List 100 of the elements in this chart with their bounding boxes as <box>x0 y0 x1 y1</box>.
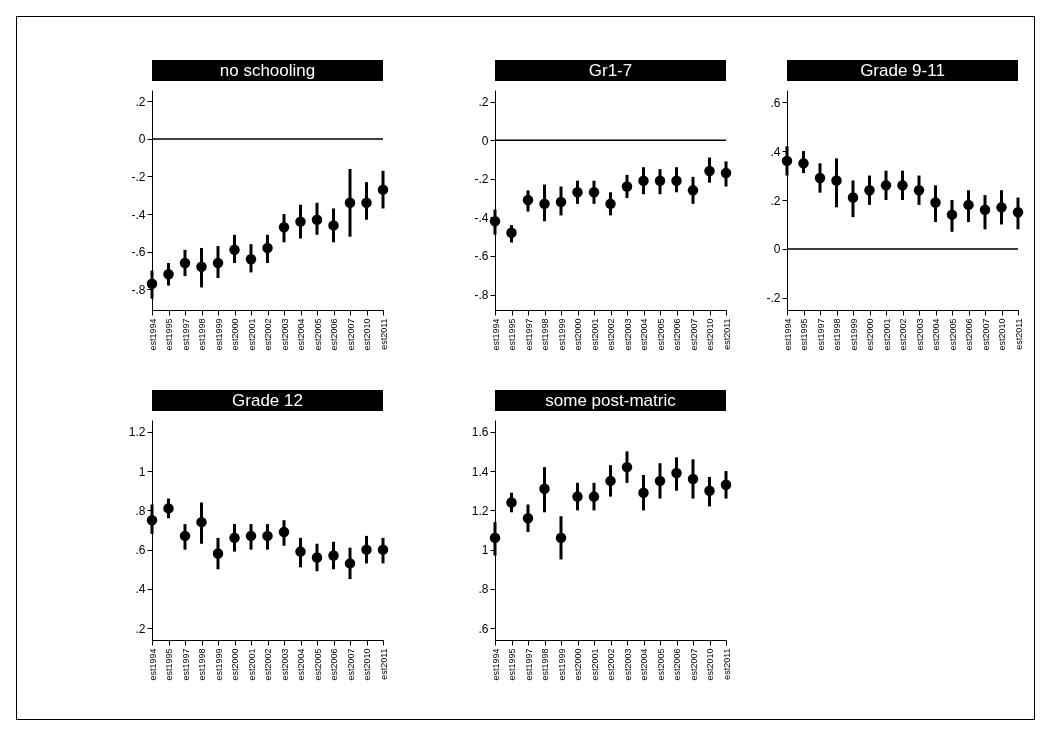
point <box>555 196 567 208</box>
x-tick-label: est2011 <box>721 648 732 680</box>
x-tick-label: est2007 <box>688 318 699 351</box>
point <box>196 516 207 528</box>
x-tick-label: est2000 <box>865 318 875 351</box>
point <box>262 242 273 254</box>
point <box>654 175 666 186</box>
x-tick-label: est1994 <box>782 318 793 351</box>
x-tick-label: est1998 <box>197 318 207 351</box>
chart-title: no schooling <box>152 60 383 81</box>
point <box>996 202 1007 213</box>
x-tick-label: est2001 <box>881 318 892 351</box>
point <box>146 514 158 526</box>
x-tick-label: est2010 <box>705 318 715 351</box>
point <box>671 467 682 479</box>
x-tick-label: est2000 <box>230 648 240 681</box>
point <box>588 491 600 502</box>
y-tick-label: -.6 <box>474 249 489 264</box>
point <box>506 497 517 508</box>
point <box>295 546 306 557</box>
x-tick-label: est1994 <box>490 318 501 351</box>
point <box>720 167 732 179</box>
x-tick-label: est2004 <box>296 318 306 351</box>
point <box>588 187 600 198</box>
x-tick-label: est1995 <box>507 648 517 681</box>
x-tick-label: est2011 <box>1013 318 1024 350</box>
x-tick-label: est2011 <box>378 648 389 680</box>
y-tick-label: 1 <box>138 464 146 479</box>
y-tick-label: .2 <box>770 193 781 208</box>
point <box>212 548 224 559</box>
y-tick-label: -.2 <box>131 170 146 184</box>
point <box>278 222 290 233</box>
point <box>262 530 273 542</box>
y-tick-label: 1.4 <box>471 464 489 479</box>
point <box>522 512 534 524</box>
point <box>522 194 534 206</box>
x-tick-label: est2010 <box>705 648 715 681</box>
y-tick-label: .4 <box>135 582 146 597</box>
x-tick-label: est2011 <box>721 318 732 350</box>
point <box>831 175 842 186</box>
x-tick-label: est2000 <box>230 318 240 351</box>
point <box>572 187 583 198</box>
point <box>179 530 191 542</box>
x-tick-label: est2007 <box>980 318 991 351</box>
y-tick-label: -.8 <box>474 288 489 303</box>
x-tick-label: est2007 <box>345 318 356 351</box>
x-tick-label: est2006 <box>964 318 974 351</box>
x-tick-label: est2005 <box>655 318 666 351</box>
y-tick-label: .2 <box>135 621 146 636</box>
y-tick-label: 1 <box>481 543 489 558</box>
point <box>781 155 793 167</box>
y-tick-label: -.8 <box>131 282 146 297</box>
point <box>344 558 356 569</box>
x-tick-label: est2000 <box>573 648 583 681</box>
chart-title: Grade 9-11 <box>787 60 1018 81</box>
point <box>638 487 649 498</box>
y-tick-label: .8 <box>478 582 489 597</box>
y-tick-label: -.4 <box>474 210 489 225</box>
point <box>539 483 550 494</box>
y-tick-label: 0 <box>138 132 146 147</box>
point <box>278 526 290 538</box>
point <box>638 175 649 186</box>
x-tick-label: est1997 <box>180 318 191 351</box>
point <box>704 165 715 177</box>
point <box>344 197 356 209</box>
y-tick-label: .4 <box>770 144 781 159</box>
x-tick-label: est1995 <box>799 318 809 351</box>
x-tick-label: est2002 <box>606 318 616 351</box>
point <box>963 199 974 211</box>
x-tick-label: est1998 <box>197 648 207 681</box>
point <box>489 215 501 227</box>
x-tick-label: est2010 <box>362 318 372 351</box>
x-tick-label: est1997 <box>523 318 534 351</box>
x-tick-label: est1995 <box>164 648 174 681</box>
x-tick-label: est2003 <box>914 318 925 351</box>
point <box>179 257 191 269</box>
y-tick-label: -.2 <box>766 291 781 306</box>
x-tick-label: est2001 <box>589 318 600 351</box>
y-tick-label: .8 <box>135 503 146 518</box>
x-tick-label: est2005 <box>312 648 323 681</box>
x-tick-label: est2006 <box>672 318 682 351</box>
x-tick-label: est1998 <box>540 318 550 351</box>
x-tick-label: est2010 <box>997 318 1007 351</box>
x-tick-label: est1997 <box>523 648 534 681</box>
x-tick-label: est2002 <box>606 648 616 681</box>
point <box>506 227 517 239</box>
point <box>163 269 174 280</box>
point <box>245 530 257 542</box>
x-tick-label: est1995 <box>507 318 517 351</box>
point <box>539 198 550 210</box>
x-tick-label: est1994 <box>147 318 158 351</box>
point <box>295 216 306 227</box>
point <box>572 491 583 502</box>
y-tick-label: 0 <box>773 242 781 257</box>
point <box>328 220 339 231</box>
y-tick-label: .2 <box>478 95 489 110</box>
point <box>930 197 941 208</box>
y-tick-label: -.6 <box>131 245 146 260</box>
point <box>814 172 826 184</box>
point <box>654 475 666 487</box>
